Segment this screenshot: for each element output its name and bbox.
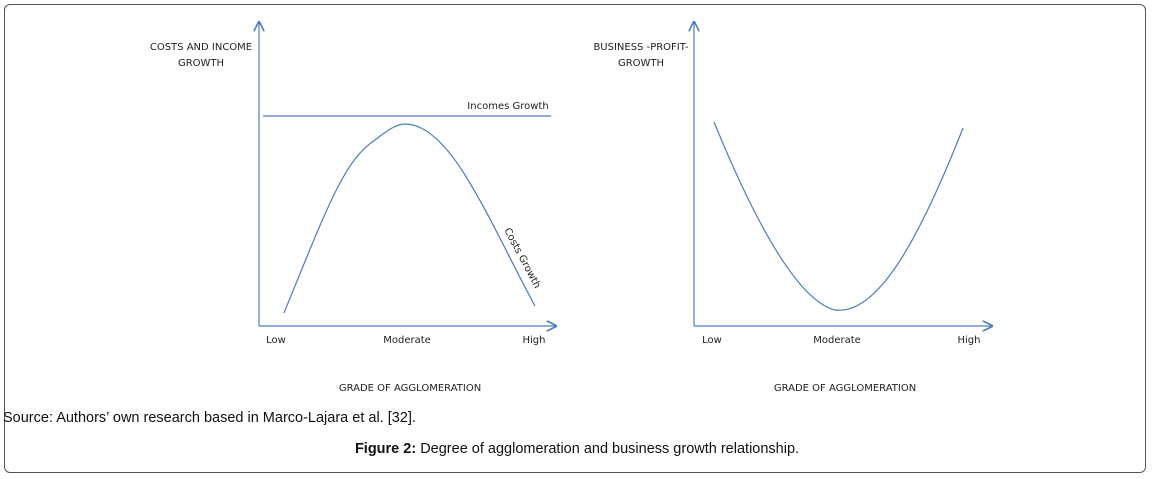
left-ylabel-line1: COSTS AND INCOME xyxy=(150,42,252,53)
right-chart: BUSINESS -PROFIT- GROWTH Low Moderate Hi… xyxy=(593,22,992,394)
caption-text: Degree of agglomeration and business gro… xyxy=(416,441,800,457)
costs-growth-curve xyxy=(283,123,536,314)
right-tick-moderate: Moderate xyxy=(813,335,861,346)
right-ylabel-line1: BUSINESS -PROFIT- xyxy=(593,42,688,53)
left-ylabel-line2: GROWTH xyxy=(178,58,224,69)
source-note: Source: Authors’ own research based in M… xyxy=(3,410,416,426)
left-tick-high: High xyxy=(523,335,546,346)
business-profit-curve xyxy=(713,121,964,311)
right-tick-high: High xyxy=(958,335,981,346)
incomes-growth-label: Incomes Growth xyxy=(467,101,548,112)
left-chart: COSTS AND INCOME GROWTH Incomes Growth C… xyxy=(150,22,556,394)
right-xlabel: GRADE OF AGGLOMERATION xyxy=(774,383,916,394)
figure-caption: Figure 2: Degree of agglomeration and bu… xyxy=(0,441,1154,457)
figure-frame xyxy=(4,4,1146,473)
right-tick-low: Low xyxy=(702,335,722,346)
right-ylabel-line2: GROWTH xyxy=(618,58,664,69)
left-xlabel: GRADE OF AGGLOMERATION xyxy=(339,383,481,394)
left-tick-low: Low xyxy=(266,335,286,346)
caption-label: Figure 2: xyxy=(354,441,417,457)
left-tick-moderate: Moderate xyxy=(383,335,431,346)
